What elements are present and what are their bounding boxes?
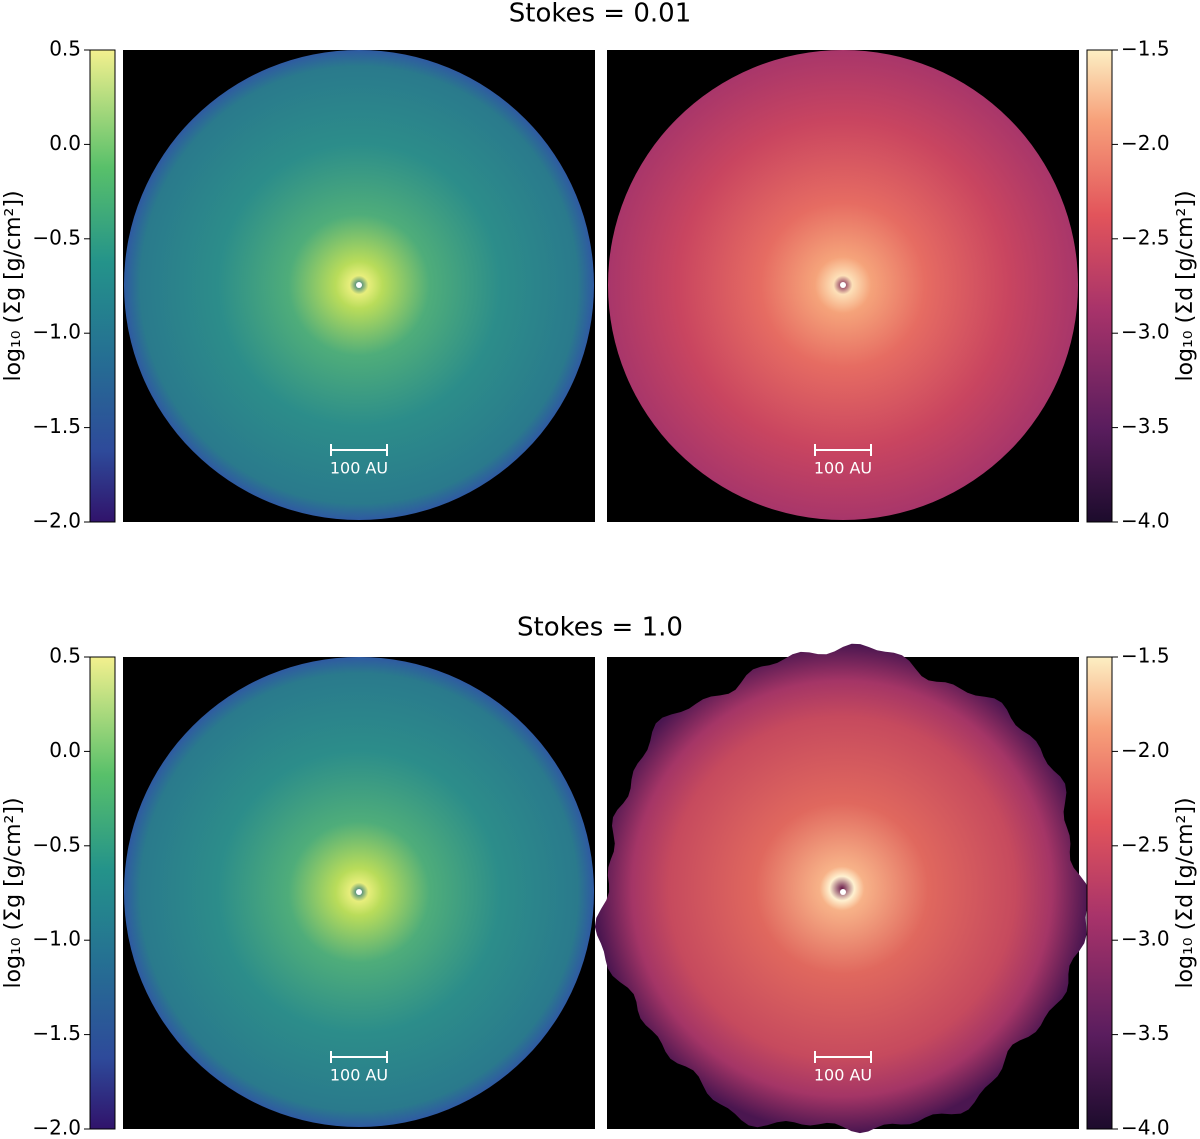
scale-bar-label: 100 AU [814,1066,872,1085]
colorbar-tick-label: −1.5 [32,414,81,438]
colorbar-tick-label: −3.0 [1121,320,1170,344]
colorbar-tick-label: 0.5 [49,644,81,668]
colorbar-tick-label: −1.5 [32,1021,81,1045]
colorbar-tick-label: −1.0 [32,320,81,344]
row-title: Stokes = 0.01 [509,0,691,29]
disk-center [356,282,362,288]
colorbar [89,656,116,1130]
colorbar-tick-label: −1.0 [32,927,81,951]
colorbar [1086,49,1113,523]
colorbar-tick-label: −2.5 [1121,832,1170,856]
colorbar-tick-label: −3.0 [1121,927,1170,951]
colorbar-tick-label: 0.5 [49,37,81,61]
colorbar-tick-label: −2.0 [1121,738,1170,762]
colorbar-label: log₁₀ (Σd [g/cm²]) [1173,797,1198,988]
disk [594,643,1090,1134]
colorbar-tick-label: 0.0 [49,131,81,155]
colorbar-tick-label: −2.0 [32,509,81,533]
colorbar-tick-label: −3.5 [1121,1021,1170,1045]
colorbar [1086,656,1113,1130]
colorbar-label: log₁₀ (Σd [g/cm²]) [1173,190,1198,381]
colorbar-label: log₁₀ (Σg [g/cm²]) [1,190,26,381]
colorbar-tick-label: 0.0 [49,738,81,762]
colorbar-tick-label: −2.0 [32,1116,81,1139]
colorbar-tick-label: −1.5 [1121,37,1170,61]
colorbar-tick-label: −0.5 [32,225,81,249]
disk-center [356,889,362,895]
colorbar-tick-label: −4.0 [1121,1116,1170,1139]
colorbar [89,49,116,523]
disk-center [840,889,846,895]
scale-bar-label: 100 AU [330,459,388,478]
colorbar-tick-label: −1.5 [1121,644,1170,668]
scale-bar-label: 100 AU [814,459,872,478]
colorbar-tick-label: −3.5 [1121,414,1170,438]
colorbar-tick-label: −0.5 [32,832,81,856]
colorbar-tick-label: −2.0 [1121,131,1170,155]
disk-center [840,282,846,288]
scale-bar-label: 100 AU [330,1066,388,1085]
colorbar-tick-label: −2.5 [1121,225,1170,249]
colorbar-tick-label: −4.0 [1121,509,1170,533]
row-title: Stokes = 1.0 [517,613,683,643]
colorbar-label: log₁₀ (Σg [g/cm²]) [1,797,26,988]
